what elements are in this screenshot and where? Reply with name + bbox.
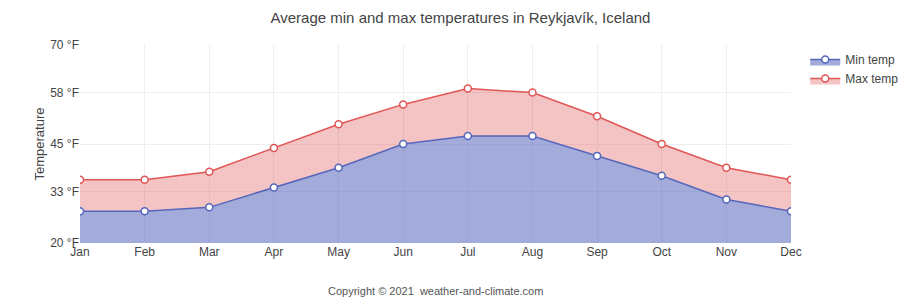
- svg-text:Mar: Mar: [199, 245, 220, 259]
- svg-text:Aug: Aug: [522, 245, 543, 259]
- svg-text:May: May: [327, 245, 350, 259]
- svg-text:Nov: Nov: [716, 245, 737, 259]
- svg-text:Feb: Feb: [134, 245, 155, 259]
- svg-text:Jan: Jan: [70, 245, 89, 259]
- svg-text:Average min and max temperatur: Average min and max temperatures in Reyk…: [271, 9, 651, 26]
- svg-text:Jun: Jun: [394, 245, 413, 259]
- svg-text:45 °F: 45 °F: [50, 137, 79, 151]
- svg-text:Max temp: Max temp: [845, 72, 898, 86]
- svg-text:Apr: Apr: [265, 245, 284, 259]
- svg-text:70 °F: 70 °F: [50, 38, 79, 52]
- svg-text:Copyright © 2021 weather-and-: Copyright © 2021 weather-and-climate.com: [328, 285, 543, 297]
- svg-text:Min temp: Min temp: [845, 53, 895, 67]
- svg-text:Temperature: Temperature: [32, 108, 47, 181]
- svg-text:58 °F: 58 °F: [50, 86, 79, 100]
- svg-text:20 °F: 20 °F: [50, 236, 79, 250]
- svg-text:Oct: Oct: [652, 245, 671, 259]
- svg-text:33 °F: 33 °F: [50, 185, 79, 199]
- svg-text:Jul: Jul: [460, 245, 475, 259]
- svg-text:Sep: Sep: [586, 245, 608, 259]
- svg-text:Dec: Dec: [780, 245, 801, 259]
